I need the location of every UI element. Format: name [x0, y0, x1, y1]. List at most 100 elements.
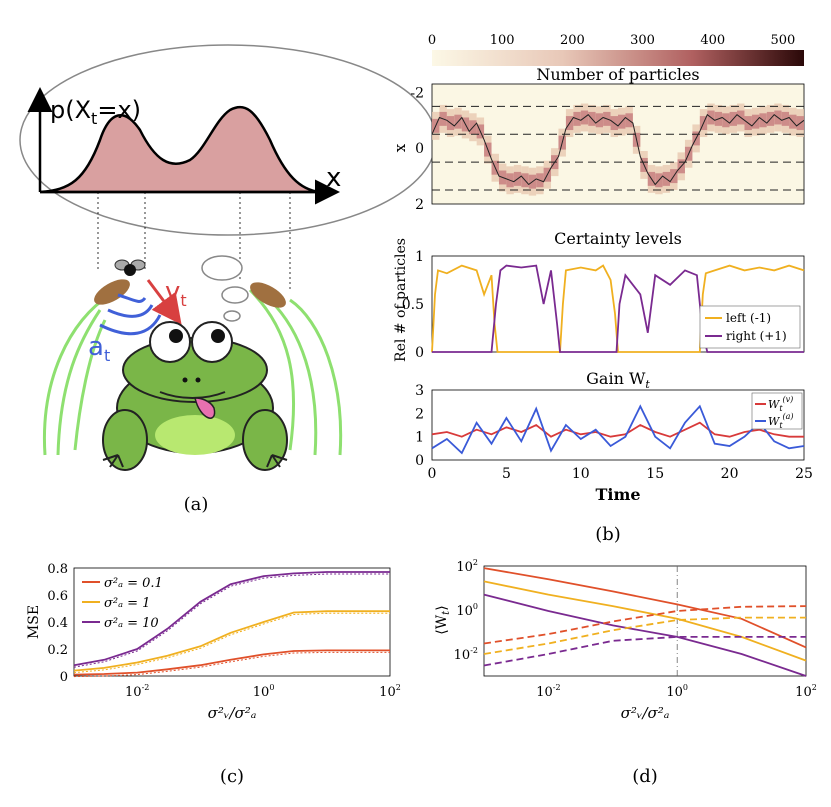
c-xtick: 10-2 [125, 683, 149, 700]
c-lines [73, 571, 390, 678]
c-ytick: 0.8 [47, 562, 68, 577]
panel-c: 0 0.2 0.4 0.6 0.8 10-2 100 102 MSE σ²ᵥ/σ²ₐ σ²ₐ… [26, 562, 401, 787]
legend-right: right (+1) [726, 329, 787, 343]
caption-b: (b) [595, 524, 621, 545]
d-series-1 [483, 580, 807, 662]
c-xtick: 100 [253, 683, 275, 700]
frog-icon [102, 321, 288, 471]
colorbar-tick: 200 [560, 33, 585, 48]
c-xticks: 10-2 100 102 [125, 683, 401, 700]
reeds [42, 288, 343, 456]
certainty-series-1 [432, 264, 804, 353]
gain-xlabel: Time [595, 485, 640, 504]
heatmap-ytick: -2 [410, 85, 424, 101]
c-series-dotted-1 [73, 612, 390, 674]
c-ytick: 0.2 [47, 643, 68, 658]
gain-ytick: 1 [415, 430, 424, 446]
gain-xticks: 0 5 10 15 20 25 [428, 466, 813, 482]
certainty-lines [431, 264, 805, 353]
gain-ytick: 0 [415, 453, 424, 469]
gain-legend: Wt(v) Wt(a) [751, 392, 803, 430]
caption-c: (c) [220, 766, 244, 787]
certainty-ylabel: Rel # of particles [393, 238, 409, 362]
gain-xtick: 5 [502, 466, 511, 482]
colorbar [432, 50, 804, 66]
colorbar-tick: 0 [428, 33, 436, 48]
panel-b: 0 100 200 300 400 500 Number of particles -20… [391, 33, 813, 545]
legend-wa: Wt(a) [768, 412, 794, 430]
d-ytick: 10-2 [454, 646, 478, 663]
c-axes [73, 567, 391, 677]
c-xtick: 102 [379, 683, 401, 700]
d-lines [483, 567, 807, 677]
certainty-title: Certainty levels [554, 229, 682, 248]
gain-series-1 [431, 404, 805, 455]
certainty-yticks: 00.51 [402, 249, 424, 361]
colorbar-tick: 300 [630, 33, 655, 48]
fly-icon [114, 259, 146, 276]
gain-xtick: 0 [428, 466, 437, 482]
c-yticks: 0 0.2 0.4 0.6 0.8 [47, 562, 68, 685]
x-axis-label: x [326, 163, 341, 193]
c-legend-label: σ²ₐ = 1 [104, 596, 150, 611]
gain-yticks: 0 1 2 3 [415, 383, 424, 469]
d-yticks: 10-2 100 102 [454, 558, 478, 663]
cattail-left [94, 279, 130, 305]
certainty-legend: left (-1) right (+1) [699, 305, 801, 349]
heatmap-dashed-lines [432, 105, 804, 191]
d-xtick: 100 [666, 683, 688, 700]
gain-series-0 [431, 421, 804, 438]
c-ylabel: MSE [26, 605, 42, 639]
d-series-5 [483, 636, 806, 667]
gain-axes [431, 389, 805, 461]
c-series-dotted-2 [73, 573, 390, 668]
gain-ytick: 2 [415, 406, 424, 422]
certainty-ytick: 0.5 [402, 297, 424, 313]
panel-a: p(Xt=x) x vt at [19, 44, 437, 515]
c-ytick: 0.4 [47, 616, 68, 631]
heatmap-yticks: -2 0 2 [410, 85, 424, 213]
c-legend-label: σ²ₐ = 0.1 [104, 576, 163, 591]
c-legend-label: σ²ₐ = 10 [104, 616, 159, 631]
d-series-0 [483, 567, 807, 649]
c-series-2 [73, 571, 390, 667]
c-ytick: 0.6 [47, 589, 68, 604]
gain-xtick: 20 [721, 466, 739, 482]
heatmap-ytick: 2 [415, 197, 424, 213]
colorbar-label: Number of particles [536, 65, 699, 84]
gain-lines [431, 404, 805, 455]
certainty-ytick: 1 [415, 249, 424, 265]
heatmap-ylabel: x [391, 143, 409, 152]
gain-ytick: 3 [415, 383, 424, 399]
gain-title: Gain Wt [586, 369, 650, 391]
caption-a: (a) [184, 494, 209, 515]
density-blob [39, 105, 321, 194]
velocity-label: vt [165, 277, 187, 310]
d-xlabel: σ²ᵥ/σ²ₐ [621, 704, 670, 722]
colorbar-tick: 400 [700, 33, 725, 48]
certainty-series-0 [431, 264, 805, 353]
d-axes [483, 565, 807, 677]
legend-wv: Wt(v) [768, 395, 793, 413]
cattail-right [250, 282, 286, 308]
d-ylabel: ⟨Wt⟩ [434, 605, 452, 634]
gain-xtick: 10 [572, 466, 590, 482]
colorbar-ticks: 0 100 200 300 400 500 [428, 33, 795, 48]
colorbar-tick: 100 [490, 33, 515, 48]
gain-xtick: 15 [646, 466, 664, 482]
acceleration-label: at [88, 332, 110, 365]
d-ytick: 102 [456, 558, 478, 575]
d-series-2 [483, 593, 807, 677]
heatmap-ytick: 0 [415, 141, 424, 157]
density-formula: p(Xt=x) [50, 96, 141, 128]
c-series-1 [73, 610, 390, 672]
c-series-0 [73, 649, 390, 676]
legend-left: left (-1) [726, 311, 771, 325]
caption-d: (d) [632, 766, 658, 787]
d-xtick: 10-2 [536, 683, 560, 700]
certainty-ytick: 0 [415, 345, 424, 361]
thought-bubbles [201, 255, 249, 322]
projection-lines [97, 192, 291, 292]
gain-xtick: 25 [795, 466, 813, 482]
